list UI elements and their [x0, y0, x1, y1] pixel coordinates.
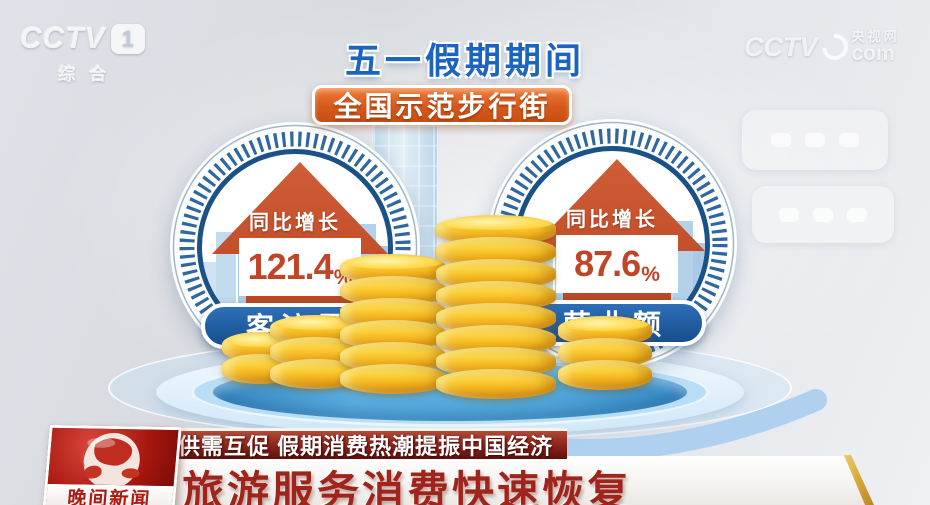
- headline-bar: [160, 456, 871, 505]
- value-box: 87.6 %: [556, 235, 678, 293]
- growth-value: 121.4: [247, 246, 334, 287]
- program-name-label: 晚间新闻: [45, 483, 174, 505]
- growth-label: 同比增长: [249, 212, 341, 234]
- coin-stack: [340, 254, 446, 394]
- topic-bar: 供需互促 假期消费热潮提振中国经济: [160, 428, 567, 459]
- percent-sign: %: [641, 263, 660, 286]
- channel-number-badge: 1: [110, 24, 145, 54]
- program-logo-evening-news: 晚间新闻: [42, 424, 182, 505]
- watermark-site-name: 央视网: [851, 29, 900, 44]
- globe-icon: [47, 427, 179, 487]
- period-title: 五一假期期间: [344, 40, 585, 81]
- watermark-domain: com: [851, 42, 895, 65]
- channel-name-label: 综合: [58, 65, 121, 84]
- subject-banner: 全国示范步行街: [312, 85, 572, 125]
- cctv-com-watermark: CCTV 央视网 com: [744, 28, 900, 66]
- growth-label: 同比增长: [566, 209, 658, 231]
- headline-text: 旅游服务消费快速恢复: [182, 468, 633, 505]
- ghost-panel: [752, 186, 894, 243]
- coin-stack: [558, 316, 652, 390]
- watermark-ring-icon: [816, 28, 853, 66]
- channel-logo-cctv1: CCTV 1 综合: [20, 22, 145, 85]
- coin-stack: [436, 215, 556, 399]
- cctv-logo-text: CCTV: [20, 22, 106, 55]
- growth-value: 87.6: [574, 243, 641, 284]
- ghost-panel: [742, 110, 888, 170]
- watermark-brand-text: CCTV: [744, 31, 818, 62]
